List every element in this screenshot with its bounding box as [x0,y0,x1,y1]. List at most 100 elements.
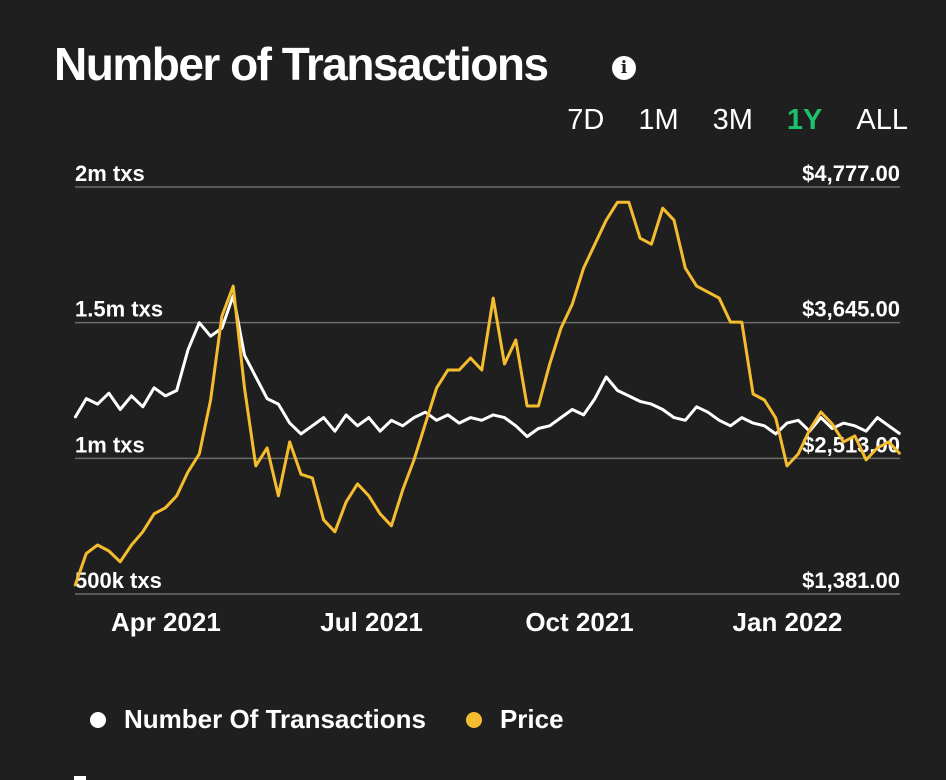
range-all[interactable]: ALL [856,104,908,136]
point-transactions [209,335,212,338]
point-price [413,459,415,461]
point-price [707,291,709,293]
point-price [74,584,76,587]
point-price [469,357,472,359]
series-line-price [73,200,902,587]
point-price [379,513,381,515]
point-price [311,477,314,479]
point-transactions [435,419,438,422]
point-transactions [831,427,833,430]
point-transactions [628,395,630,397]
legend-dot-transactions [90,711,106,728]
point-transactions [899,433,901,435]
point-transactions [741,416,743,419]
point-transactions [345,414,348,416]
point-transactions [797,419,800,422]
point-transactions [96,403,99,405]
point-price [650,243,653,245]
point-price [368,495,370,497]
y-left-tick-label: 1m txs [75,432,145,457]
point-transactions [266,397,268,400]
x-tick-label: Jul 2021 [320,607,423,637]
point-transactions [515,425,517,427]
point-price [797,453,800,455]
point-transactions [311,425,314,427]
point-price [481,369,483,371]
legend-label-price: Price [499,704,564,734]
point-price [209,399,212,401]
range-1y[interactable]: 1Y [786,104,823,136]
point-transactions [300,433,302,435]
point-transactions [673,416,675,419]
point-price [831,423,833,425]
legend-label-transactions: Number Of Transactions [124,704,426,734]
point-price [424,423,427,425]
point-price [153,513,155,515]
range-3m[interactable]: 3M [712,104,753,136]
point-transactions [887,425,890,427]
point-price [729,321,732,323]
point-transactions [142,406,144,408]
point-price [661,207,664,209]
point-transactions [447,414,449,416]
point-transactions [661,408,664,411]
point-transactions [729,425,732,427]
point-price [288,441,291,443]
point-transactions [334,430,336,433]
range-7d[interactable]: 7D [567,104,605,136]
point-price [85,552,88,555]
point-price [119,561,121,563]
scroll-marker [74,776,86,780]
point-price [899,453,901,455]
point-price [503,363,506,365]
point-transactions [639,400,641,403]
y-left-tick-label: 2m txs [75,161,145,186]
point-price [876,447,879,449]
y-left-tick-label: 1.5m txs [75,297,163,322]
page-title: Number of Transactions [54,38,549,90]
y-right-tick-label: $1,381.00 [802,568,900,593]
point-price [695,285,698,287]
point-price [582,267,585,269]
point-price [820,411,822,413]
point-transactions [85,397,88,400]
point-transactions [526,435,528,438]
point-transactions [356,425,359,427]
point-transactions [153,387,155,389]
point-transactions [119,408,121,411]
point-price [187,471,189,473]
point-transactions [594,397,596,400]
point-price [865,459,867,461]
point-price [108,550,110,552]
point-transactions [492,414,495,416]
point-transactions [130,395,133,397]
range-1m[interactable]: 1M [638,104,679,136]
point-price [142,531,144,533]
point-transactions [481,419,483,422]
point-price [786,465,788,467]
point-price [774,417,777,419]
legend-item-price[interactable]: Price [465,704,564,735]
legend-item-transactions[interactable]: Number Of Transactions [90,704,426,735]
point-transactions [820,416,822,419]
point-transactions [616,389,619,392]
point-price [854,435,856,437]
point-transactions [763,425,766,427]
point-price [356,483,359,485]
point-price [221,315,223,317]
point-price [334,531,336,533]
point-price [175,495,178,497]
info-icon[interactable]: i [612,56,636,80]
point-transactions [413,416,415,419]
point-price [628,201,630,203]
point-transactions [401,425,404,427]
point-transactions [752,422,754,424]
point-transactions [379,430,381,433]
point-price [435,387,438,389]
point-price [243,387,246,389]
point-transactions [854,425,856,427]
point-price [130,544,133,546]
point-price [300,473,302,476]
point-transactions [74,416,76,419]
